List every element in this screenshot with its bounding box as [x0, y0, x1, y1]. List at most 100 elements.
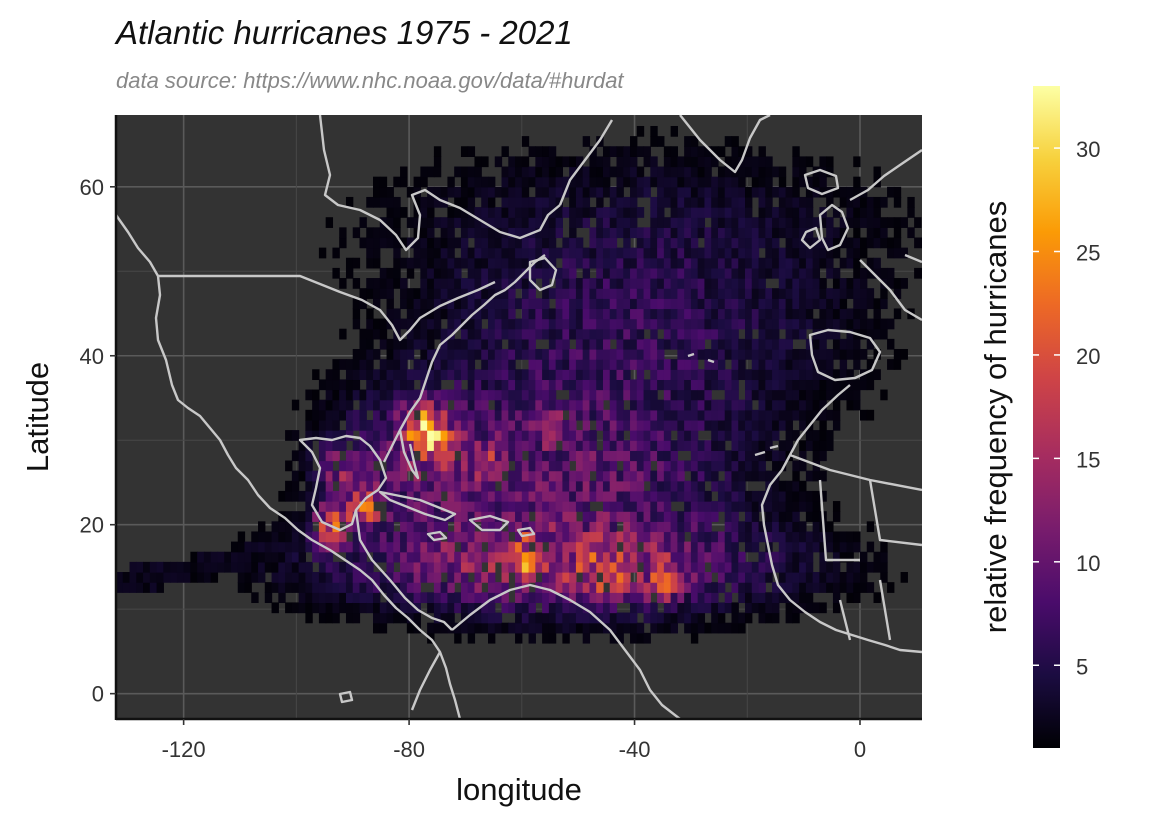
heatmap-cell — [406, 480, 415, 492]
heatmap-cell — [866, 298, 875, 310]
heatmap-cell — [778, 207, 787, 218]
heatmap-cell — [846, 186, 854, 198]
heatmap-cell — [400, 176, 408, 188]
heatmap-cell — [738, 622, 746, 634]
heatmap-cell — [562, 511, 570, 522]
heatmap-cell — [873, 237, 881, 249]
heatmap-cell — [460, 419, 469, 431]
heatmap-cell — [663, 278, 672, 289]
heatmap-cell — [535, 186, 543, 198]
heatmap-cell — [697, 602, 706, 614]
heatmap-cell — [318, 440, 327, 451]
heatmap-cell — [440, 278, 449, 289]
heatmap-cell — [765, 328, 773, 340]
heatmap-cell — [332, 501, 340, 512]
heatmap-cell — [170, 572, 178, 583]
heatmap-cell — [630, 379, 638, 391]
heatmap-cell — [765, 511, 773, 522]
heatmap-cell — [812, 501, 821, 512]
heatmap-cell — [697, 146, 706, 157]
heatmap-cell — [785, 409, 793, 421]
heatmap-cell — [616, 592, 624, 604]
heatmap-cell — [677, 541, 685, 553]
heatmap-cell — [778, 369, 787, 381]
heatmap-cell — [670, 186, 678, 198]
heatmap-cell — [474, 227, 482, 239]
heatmap-cell — [501, 409, 509, 421]
heatmap-cell — [352, 257, 361, 269]
heatmap-cell — [305, 612, 313, 624]
heatmap-cell — [758, 196, 766, 208]
heatmap-cell — [440, 602, 449, 614]
heatmap-cell — [745, 318, 753, 330]
heatmap-cell — [406, 602, 415, 614]
heatmap-cell — [406, 318, 415, 330]
heatmap-cell — [636, 632, 645, 644]
heatmap-cell — [312, 511, 320, 522]
heatmap-cell — [650, 551, 658, 563]
heatmap-cell — [799, 328, 807, 340]
heatmap-cell — [379, 551, 388, 563]
heatmap-cell — [799, 419, 807, 431]
heatmap-cell — [136, 582, 144, 593]
heatmap-cell — [433, 531, 442, 543]
heatmap-cell — [772, 379, 780, 391]
heatmap-cell — [400, 582, 408, 593]
heatmap-cell — [792, 196, 800, 208]
heatmap-cell — [880, 288, 888, 299]
heatmap-cell — [339, 541, 347, 553]
heatmap-cell — [366, 359, 374, 370]
heatmap-cell — [758, 531, 766, 543]
heatmap-cell — [731, 227, 739, 239]
heatmap-cell — [677, 267, 685, 279]
heatmap-cell — [555, 217, 563, 228]
heatmap-cell — [650, 379, 658, 391]
heatmap-cell — [799, 561, 807, 573]
heatmap-cell — [920, 237, 922, 249]
heatmap-cell — [731, 328, 739, 340]
heatmap-cell — [663, 511, 672, 522]
heatmap-cell — [772, 328, 780, 340]
heatmap-cell — [433, 278, 442, 289]
heatmap-cell — [731, 267, 739, 279]
heatmap-cell — [542, 298, 550, 310]
heatmap-cell — [684, 440, 692, 451]
heatmap-cell — [778, 348, 787, 360]
heatmap-cell — [711, 460, 719, 472]
heatmap-cell — [528, 501, 536, 512]
heatmap-cell — [454, 440, 462, 451]
heatmap-cell — [819, 551, 827, 563]
heatmap-cell — [650, 217, 658, 228]
heatmap-cell — [318, 450, 327, 462]
heatmap-cell — [792, 572, 800, 583]
heatmap-cell — [325, 602, 334, 614]
heatmap-cell — [406, 409, 415, 421]
heatmap-cell — [616, 207, 624, 218]
heatmap-cell — [657, 338, 665, 350]
heatmap-cell — [515, 196, 523, 208]
heatmap-cell — [440, 592, 449, 604]
heatmap-cell — [663, 460, 672, 472]
heatmap-cell — [460, 460, 469, 472]
heatmap-cell — [778, 217, 787, 228]
heatmap-cell — [535, 460, 543, 472]
heatmap-cell — [731, 440, 739, 451]
heatmap-cell — [325, 551, 334, 563]
heatmap-cell — [515, 227, 523, 239]
heatmap-cell — [623, 379, 631, 391]
heatmap-cell — [812, 511, 821, 522]
heatmap-cell — [738, 267, 746, 279]
heatmap-cell — [366, 348, 374, 360]
heatmap-cell — [697, 450, 706, 462]
heatmap-cell — [494, 490, 503, 502]
heatmap-cell — [677, 612, 685, 624]
heatmap-cell — [508, 450, 516, 462]
heatmap-cell — [474, 348, 482, 360]
heatmap-cell — [420, 450, 428, 462]
canary-islands — [754, 444, 779, 457]
heatmap-cell — [474, 399, 482, 411]
heatmap-cell — [433, 247, 442, 259]
heatmap-cell — [359, 582, 367, 593]
heatmap-cell — [548, 318, 557, 330]
heatmap-cell — [866, 267, 875, 279]
